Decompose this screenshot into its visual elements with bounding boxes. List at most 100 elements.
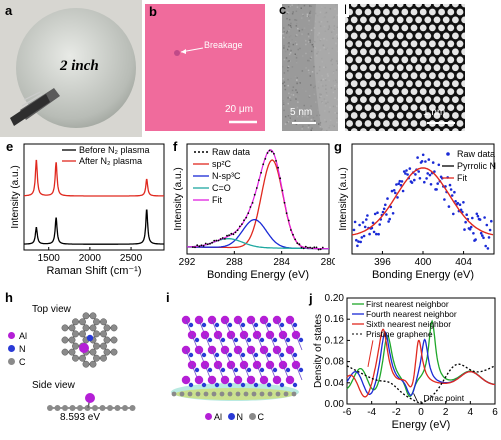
tem-grain [309, 12, 311, 14]
tem-grain [305, 43, 307, 46]
lattice-atom [401, 88, 409, 95]
carbon-atom [77, 405, 83, 411]
raw-data-point [452, 212, 455, 216]
tem-grain [282, 32, 284, 35]
raw-data-point [266, 152, 269, 154]
tem-grain [308, 108, 311, 110]
tem-grain [315, 101, 317, 103]
tem-grain [310, 84, 312, 86]
lattice-atom [373, 120, 381, 127]
lattice-atom [410, 40, 418, 48]
carbon-atom [93, 354, 100, 362]
lattice-atom [355, 56, 363, 64]
lattice-atom [438, 8, 445, 16]
lattice-atom [392, 104, 399, 111]
raw-data-point [410, 181, 414, 184]
raw-data-point [476, 214, 480, 218]
tem-grain [284, 50, 287, 53]
x-tick-label: -4 [367, 407, 376, 418]
carbon-atom [99, 405, 106, 411]
lattice-atom [346, 104, 353, 111]
tem-grain [308, 35, 310, 38]
raw-data-point [454, 200, 457, 203]
raw-data-point [388, 217, 391, 221]
tem-grain [291, 39, 293, 41]
carbon-atom [100, 330, 107, 338]
lattice-atom [410, 24, 418, 32]
tem-grain [308, 50, 311, 53]
raw-data-point [376, 211, 379, 214]
legend-swatch-0 [206, 151, 208, 153]
tem-grain [305, 67, 307, 69]
tem-grain [312, 46, 315, 48]
carbon-atom [89, 324, 97, 332]
lattice-atom [433, 112, 441, 119]
tem-grain [282, 29, 284, 32]
lattice-atom [401, 40, 409, 48]
tem-grain [292, 94, 295, 96]
raw-data-point [298, 243, 301, 246]
raw-data-point [211, 241, 213, 244]
carbon-atom [82, 312, 90, 320]
lattice-atom [424, 4, 432, 8]
tem-grain [287, 121, 290, 123]
raw-data-point [273, 152, 275, 155]
raw-data-point [287, 219, 290, 222]
tem-grain [296, 77, 298, 79]
raw-data-point [217, 239, 220, 242]
raw-data-point [249, 206, 252, 208]
lattice-atom [396, 16, 404, 24]
lattice-atom [355, 24, 363, 32]
lattice-atom [433, 128, 441, 131]
y-tick-label: 0.20 [325, 293, 345, 304]
raw-data-point [391, 212, 395, 215]
lattice-atom [429, 104, 436, 111]
tem-grain [302, 55, 304, 57]
x-tick-label: 400 [415, 257, 432, 268]
lattice-atom [360, 80, 367, 88]
raw-data-point [428, 173, 432, 177]
tem-grain [309, 5, 311, 7]
carbon-atom [100, 318, 107, 326]
tem-grain [290, 22, 292, 25]
raw-data-point [458, 203, 462, 206]
legend-entry-1: Pyrrolic N [457, 161, 496, 171]
tem-grain [309, 75, 311, 77]
tem-grain [291, 105, 293, 107]
nitrogen-atom [86, 334, 94, 342]
lattice-atom [364, 8, 372, 16]
scalebar-b-label: 20 μm [225, 104, 253, 115]
tem-grain [295, 89, 297, 91]
lattice-atom [392, 88, 399, 95]
tem-grain [295, 61, 298, 64]
nitrogen-atom [279, 322, 285, 328]
legend-i-al: Al [205, 412, 222, 422]
tem-grain [299, 34, 301, 37]
tem-grain [283, 27, 285, 29]
tem-grain [287, 70, 289, 72]
aluminum-atom [85, 393, 95, 403]
lattice-atom [387, 112, 395, 119]
lattice-atom [360, 128, 367, 131]
tem-grain [288, 60, 290, 62]
lattice-atom [383, 56, 390, 64]
tem-grain [286, 121, 288, 124]
tem-grain [308, 19, 310, 22]
carbon-atom [283, 391, 289, 397]
bond [295, 364, 303, 381]
legend-swatch-0 [198, 151, 200, 153]
raw-data-point [279, 177, 282, 180]
carbon-atom [92, 405, 98, 411]
carbon-atom [61, 336, 69, 344]
lattice-atom [461, 128, 465, 131]
raw-data-point [475, 212, 479, 216]
tem-grain [288, 42, 290, 44]
tem-grain [287, 84, 289, 87]
tem-grain [298, 82, 300, 85]
carbon-atom [100, 354, 107, 362]
lattice-atom [401, 8, 409, 16]
lattice-atom [410, 8, 418, 16]
nitrogen-atom [220, 367, 226, 373]
lattice-atom [378, 64, 386, 72]
nitrogen-atom [246, 367, 252, 373]
